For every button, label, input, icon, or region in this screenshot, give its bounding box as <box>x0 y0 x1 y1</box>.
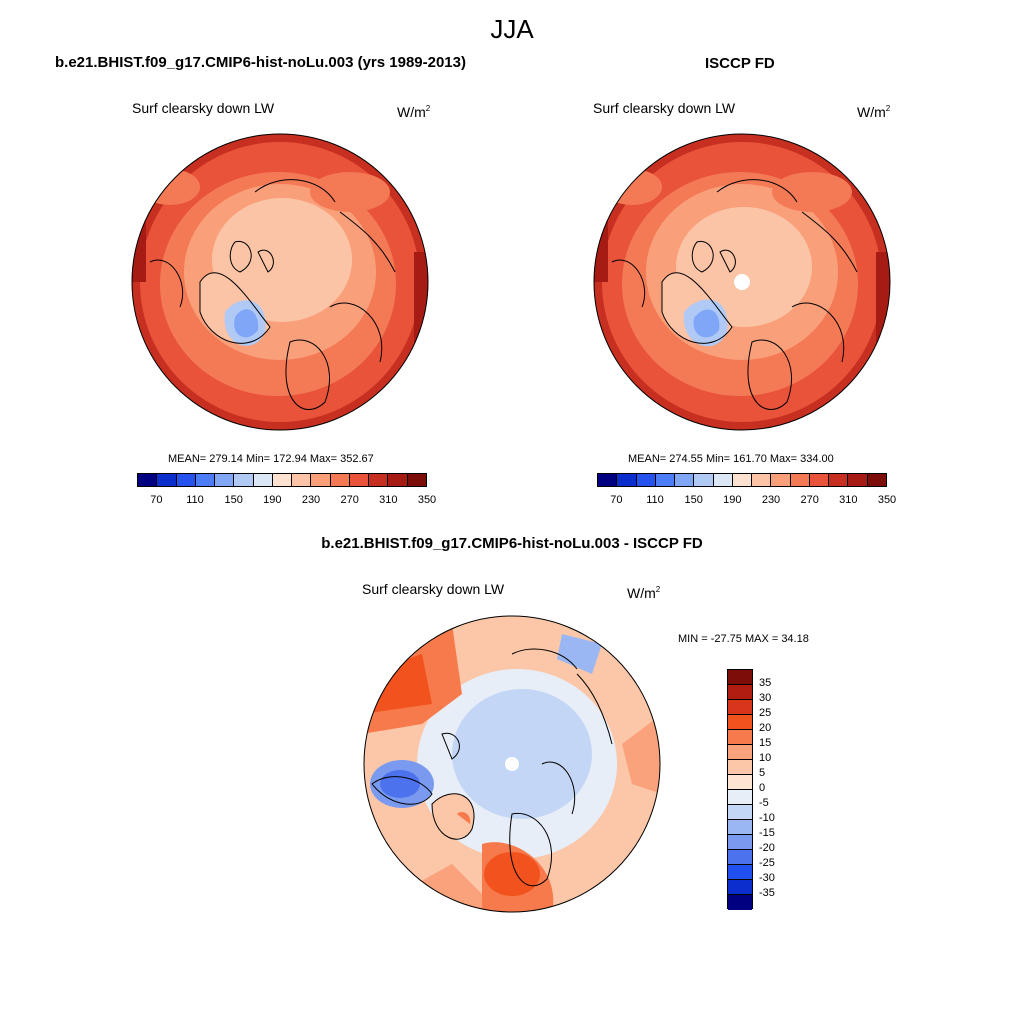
obs-colorbar-tick: 230 <box>761 494 781 506</box>
obs-colorbar-swatch <box>636 474 656 486</box>
diff-colorbar-tick: 15 <box>759 737 772 749</box>
diff-colorbar-swatch <box>728 700 752 715</box>
obs-colorbar-swatch <box>848 474 868 486</box>
diff-stats: MIN = -27.75 MAX = 34.18 <box>678 633 809 645</box>
model-panel-title: b.e21.BHIST.f09_g17.CMIP6-hist-noLu.003 … <box>55 54 466 71</box>
diff-colorbar-tick: -15 <box>759 827 775 839</box>
model-colorbar-swatch <box>330 474 350 486</box>
model-units: W/m2 <box>397 104 431 120</box>
obs-colorbar-swatch <box>809 474 830 486</box>
obs-colorbar <box>597 473 887 487</box>
diff-colorbar-tick: 0 <box>759 782 766 794</box>
diff-colorbar-swatch <box>728 865 752 880</box>
obs-colorbar-swatch <box>867 474 886 486</box>
model-colorbar-tick: 350 <box>417 494 437 506</box>
model-colorbar-tick: 150 <box>224 494 243 506</box>
diff-panel-title: b.e21.BHIST.f09_g17.CMIP6-hist-noLu.003 … <box>321 535 703 552</box>
diff-colorbar-swatch <box>728 820 752 835</box>
obs-colorbar-tick: 310 <box>839 494 858 506</box>
obs-colorbar-swatch <box>617 474 637 486</box>
model-colorbar-swatch <box>388 474 408 486</box>
diff-colorbar-swatch <box>728 790 752 805</box>
model-colorbar-tick: 230 <box>301 494 321 506</box>
obs-colorbar-tick: 270 <box>800 494 819 506</box>
obs-panel-title: ISCCP FD <box>705 55 775 72</box>
obs-colorbar-swatch <box>598 474 618 486</box>
model-colorbar-swatch <box>176 474 196 486</box>
diff-colorbar-tick: 5 <box>759 767 766 779</box>
model-colorbar-swatch <box>311 474 331 486</box>
model-colorbar-swatch <box>292 474 312 486</box>
obs-colorbar-tick: 70 <box>610 494 623 506</box>
diff-colorbar-tick: 30 <box>759 692 772 704</box>
model-colorbar-tick: 110 <box>186 494 204 506</box>
diff-colorbar-tick: -5 <box>759 797 769 809</box>
model-subtitle: Surf clearsky down LW <box>132 100 275 116</box>
obs-colorbar-swatch <box>732 474 753 486</box>
diff-colorbar-swatch <box>728 760 752 775</box>
diff-colorbar-swatch <box>728 880 752 895</box>
diff-colorbar <box>727 669 753 910</box>
obs-units: W/m2 <box>857 104 891 120</box>
diff-colorbar-tick: 10 <box>759 752 772 764</box>
obs-colorbar-swatch <box>790 474 810 486</box>
obs-colorbar-swatch <box>713 474 733 486</box>
diff-colorbar-tick: 25 <box>759 707 772 719</box>
obs-colorbar-tick: 110 <box>646 494 664 506</box>
model-colorbar-swatch <box>234 474 254 486</box>
diff-colorbar-swatch <box>728 685 752 700</box>
main-title: JJA <box>490 14 534 44</box>
model-colorbar-swatch <box>253 474 273 486</box>
diff-colorbar-tick: 35 <box>759 677 772 689</box>
model-colorbar <box>137 473 427 487</box>
diff-colorbar-swatch <box>728 715 752 730</box>
obs-polar-map <box>593 133 891 431</box>
diff-colorbar-swatch <box>728 895 752 910</box>
diff-subtitle: Surf clearsky down LW <box>362 581 505 597</box>
diff-colorbar-swatch <box>728 745 752 760</box>
obs-colorbar-tick: 150 <box>684 494 703 506</box>
diff-colorbar-swatch <box>728 835 752 850</box>
diff-colorbar-swatch <box>728 730 752 745</box>
obs-subtitle: Surf clearsky down LW <box>593 100 736 116</box>
diff-polar-map <box>363 615 661 913</box>
model-colorbar-tick: 190 <box>263 494 282 506</box>
model-colorbar-swatch <box>272 474 293 486</box>
obs-colorbar-swatch <box>752 474 772 486</box>
model-colorbar-swatch <box>407 474 426 486</box>
model-colorbar-swatch <box>349 474 370 486</box>
obs-stats: MEAN= 274.55 Min= 161.70 Max= 334.00 <box>628 453 834 465</box>
diff-colorbar-swatch <box>728 670 752 685</box>
model-stats: MEAN= 279.14 Min= 172.94 Max= 352.67 <box>168 453 374 465</box>
diff-colorbar-tick: -30 <box>759 872 775 884</box>
diff-colorbar-swatch <box>728 850 752 865</box>
obs-colorbar-tick: 190 <box>723 494 742 506</box>
model-colorbar-swatch <box>195 474 216 486</box>
obs-colorbar-tick: 350 <box>877 494 897 506</box>
model-polar-map <box>131 133 429 431</box>
model-colorbar-tick: 310 <box>379 494 398 506</box>
model-colorbar-swatch <box>369 474 389 486</box>
diff-colorbar-tick: -20 <box>759 842 775 854</box>
model-colorbar-tick: 270 <box>340 494 359 506</box>
diff-colorbar-tick: -25 <box>759 857 775 869</box>
diff-colorbar-tick: -10 <box>759 812 775 824</box>
model-colorbar-swatch <box>138 474 158 486</box>
obs-colorbar-swatch <box>694 474 714 486</box>
obs-colorbar-swatch <box>675 474 695 486</box>
diff-units: W/m2 <box>627 585 661 601</box>
obs-colorbar-swatch <box>771 474 791 486</box>
model-colorbar-swatch <box>215 474 235 486</box>
diff-colorbar-swatch <box>728 775 752 790</box>
diff-colorbar-tick: 20 <box>759 722 772 734</box>
diff-colorbar-swatch <box>728 805 752 820</box>
model-colorbar-tick: 70 <box>150 494 163 506</box>
obs-colorbar-swatch <box>655 474 676 486</box>
model-colorbar-swatch <box>157 474 177 486</box>
obs-colorbar-swatch <box>829 474 849 486</box>
diff-colorbar-tick: -35 <box>759 887 775 899</box>
